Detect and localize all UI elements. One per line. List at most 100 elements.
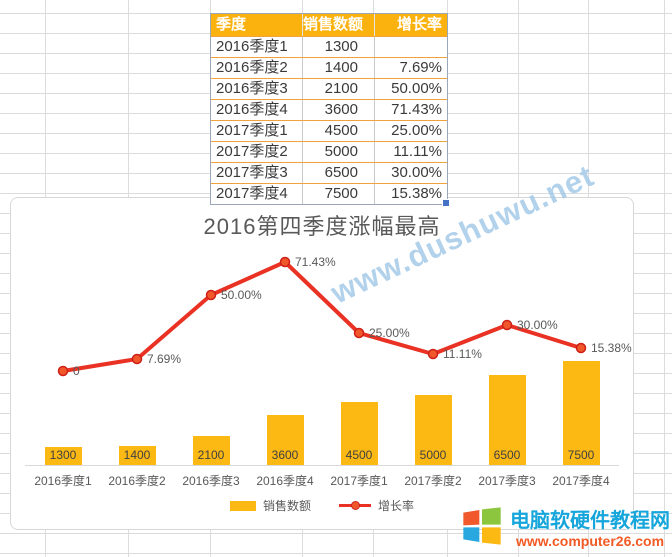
table-cell[interactable]: 7500 (303, 184, 375, 204)
table-cell[interactable]: 15.38% (391, 185, 442, 202)
bar-value-label: 3600 (271, 448, 299, 462)
bar-value-label: 4500 (345, 448, 373, 462)
line-data-label: 30.00% (517, 318, 558, 332)
x-axis-label: 2016季度1 (34, 474, 92, 488)
legend-bar-swatch (229, 500, 256, 511)
legend-item-sales[interactable]: 销售数额 (229, 497, 311, 514)
table-cell[interactable]: 2017季度3 (211, 163, 303, 183)
bar-sales[interactable] (119, 446, 156, 465)
line-data-label: 25.00% (369, 326, 410, 340)
line-marker[interactable] (501, 319, 513, 331)
category-axis-line (25, 465, 619, 466)
table-cell[interactable]: 2016季度2 (211, 58, 303, 78)
legend-line-swatch (339, 501, 371, 510)
grid-column-line (664, 0, 665, 557)
table-cell[interactable]: 30.00% (391, 164, 442, 181)
bar-sales[interactable] (341, 402, 378, 465)
line-data-label: 50.00% (221, 288, 262, 302)
table-cell[interactable]: 6500 (303, 163, 375, 183)
table-cell[interactable]: 7.69% (399, 59, 442, 76)
table-cell[interactable]: 71.43% (391, 101, 442, 118)
table-cell[interactable]: 50.00% (391, 80, 442, 97)
logo-site-url: www.computer26.com (515, 532, 665, 549)
legend-line-label: 增长率 (378, 499, 415, 513)
chart-legend: 销售数额 增长率 (11, 497, 633, 514)
bar-sales[interactable] (415, 395, 452, 465)
table-cell[interactable]: 4500 (303, 121, 375, 141)
line-marker[interactable] (57, 365, 69, 377)
table-cell[interactable]: 5000 (303, 142, 375, 162)
table-row: 2017季度4 7500 15.38% (211, 183, 447, 204)
logo-site-name: 电脑软硬件教程网 (510, 509, 670, 532)
chart-title: 2016第四季度涨幅最高 (203, 214, 441, 239)
line-marker[interactable] (353, 327, 365, 339)
x-axis-label: 2016季度3 (182, 474, 240, 488)
x-axis-label: 2017季度1 (330, 474, 388, 488)
growth-line-series[interactable] (11, 198, 633, 529)
table-row: 2016季度4 3600 71.43% (211, 99, 447, 120)
line-data-label: 7.69% (147, 352, 182, 366)
x-axis-label: 2017季度2 (404, 474, 462, 488)
line-marker[interactable] (575, 342, 587, 354)
table-header-row: 季度 销售数额 增长率 (211, 14, 447, 36)
table-header-quarter[interactable]: 季度 (211, 14, 303, 36)
table-header-growth[interactable]: 增长率 (396, 16, 442, 33)
line-data-label: 0 (73, 364, 80, 378)
table-row: 2017季度1 4500 25.00% (211, 120, 447, 141)
table-cell[interactable]: 25.00% (391, 122, 442, 139)
site-logo: 电脑软硬件教程网 www.computer26.com (462, 497, 670, 555)
table-cell[interactable]: 1300 (303, 37, 375, 57)
bar-value-label: 6500 (493, 448, 521, 462)
table-cell[interactable]: 2017季度1 (211, 121, 303, 141)
table-cell[interactable] (375, 37, 447, 57)
line-marker[interactable] (131, 353, 143, 365)
line-marker[interactable] (205, 289, 217, 301)
bar-sales[interactable] (489, 375, 526, 465)
legend-bar-label: 销售数额 (262, 499, 311, 513)
table-cell[interactable]: 2017季度2 (211, 142, 303, 162)
windows-flag-icon (463, 507, 501, 545)
line-marker[interactable] (427, 348, 439, 360)
bar-value-label: 1300 (49, 448, 77, 462)
table-cell[interactable]: 1400 (303, 58, 375, 78)
table-body: 2016季度1 1300 2016季度2 1400 7.69% 2016季度3 2100 50… (211, 36, 447, 204)
table-cell[interactable]: 2100 (303, 79, 375, 99)
bar-sales[interactable] (267, 415, 304, 465)
legend-line-marker-icon (351, 501, 360, 510)
line-data-label: 15.38% (591, 341, 632, 355)
chart-plot: 1300 2016季度1 1400 2016季度2 2100 2016季度3 3600 201… (11, 198, 633, 529)
x-axis-label: 2016季度2 (108, 474, 166, 488)
legend-item-growth[interactable]: 增长率 (339, 497, 414, 514)
table-row: 2016季度2 1400 7.69% (211, 57, 447, 78)
table-header-sales[interactable]: 销售数额 (303, 14, 375, 36)
x-axis-label: 2017季度3 (478, 474, 536, 488)
table-cell[interactable]: 2017季度4 (211, 184, 303, 204)
table-cell[interactable]: 2016季度3 (211, 79, 303, 99)
bar-sales[interactable] (563, 361, 600, 465)
table-cell[interactable]: 2016季度1 (211, 37, 303, 57)
bar-sales[interactable] (193, 436, 230, 465)
line-data-label: 71.43% (295, 255, 336, 269)
line-data-label: 11.11% (443, 347, 482, 361)
bar-value-label: 2100 (197, 448, 225, 462)
x-axis-label: 2017季度4 (552, 474, 610, 488)
bar-value-label: 1400 (123, 448, 151, 462)
bar-value-label: 7500 (567, 448, 595, 462)
table-cell[interactable]: 3600 (303, 100, 375, 120)
x-axis-label: 2016季度4 (256, 474, 314, 488)
selection-fill-handle[interactable] (442, 199, 450, 207)
table-row: 2016季度3 2100 50.00% (211, 78, 447, 99)
table-row: 2016季度1 1300 (211, 36, 447, 57)
combo-chart[interactable]: 2016第四季度涨幅最高 1300 2016季度1 1400 2016季度2 2100 2… (10, 197, 634, 530)
logo-text-block: 电脑软硬件教程网 www.computer26.com (510, 504, 670, 549)
line-marker[interactable] (279, 256, 291, 268)
table-row: 2017季度2 5000 11.11% (211, 141, 447, 162)
growth-line[interactable] (61, 260, 583, 373)
bar-sales[interactable] (45, 447, 82, 465)
data-table[interactable]: 季度 销售数额 增长率 2016季度1 1300 2016季度2 1400 7.69% 2… (210, 13, 450, 207)
table-cell[interactable]: 2016季度4 (211, 100, 303, 120)
table-row: 2017季度3 6500 30.00% (211, 162, 447, 183)
bar-value-label: 5000 (419, 448, 447, 462)
table-cell[interactable]: 11.11% (393, 143, 442, 160)
